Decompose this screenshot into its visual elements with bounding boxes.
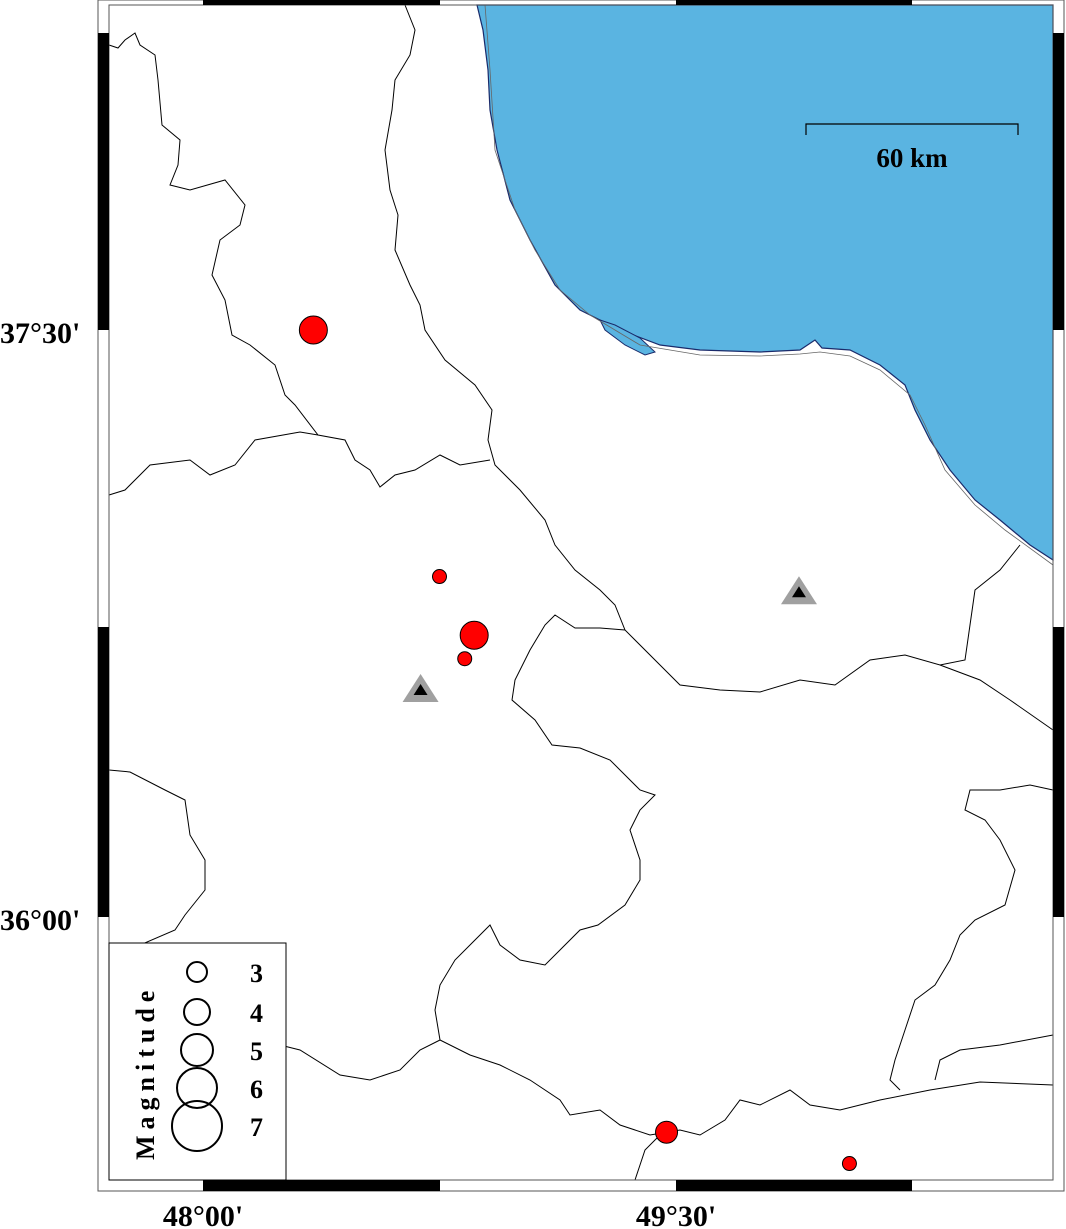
legend-title: Magnitude: [131, 985, 160, 1160]
lat-label: 37°30': [0, 317, 80, 350]
earthquake-marker: [459, 620, 489, 650]
caspian-sea: [476, 4, 1054, 562]
legend-label: 4: [250, 999, 263, 1028]
volcano-icon: [402, 674, 439, 703]
legend-symbol: [171, 1100, 223, 1152]
legend-symbol: [176, 1067, 218, 1109]
coastline: [484, 4, 1054, 566]
lon-label: 48°00': [163, 1200, 243, 1229]
lat-label: 36°00': [0, 904, 80, 937]
scale-bar-label: 60 km: [876, 143, 948, 173]
earthquake-marker: [457, 651, 473, 667]
lon-label: 49°30': [636, 1200, 716, 1229]
legend-symbol: [180, 1033, 214, 1067]
earthquake-marker: [298, 315, 328, 345]
legend-label: 3: [250, 959, 263, 988]
legend: Magnitude 3 4 5 6 7: [108, 942, 287, 1181]
map-frame: [97, 0, 1065, 1192]
legend-label: 7: [250, 1113, 263, 1142]
legend-label: 5: [250, 1037, 263, 1066]
earthquake-marker: [841, 1156, 857, 1172]
earthquake-marker: [432, 569, 447, 585]
legend-label: 6: [250, 1075, 263, 1104]
scale-bar: [805, 123, 1019, 135]
volcano-icon: [780, 576, 817, 605]
earthquake-marker: [655, 1120, 679, 1144]
legend-symbol: [186, 961, 208, 983]
legend-symbol: [183, 998, 211, 1026]
